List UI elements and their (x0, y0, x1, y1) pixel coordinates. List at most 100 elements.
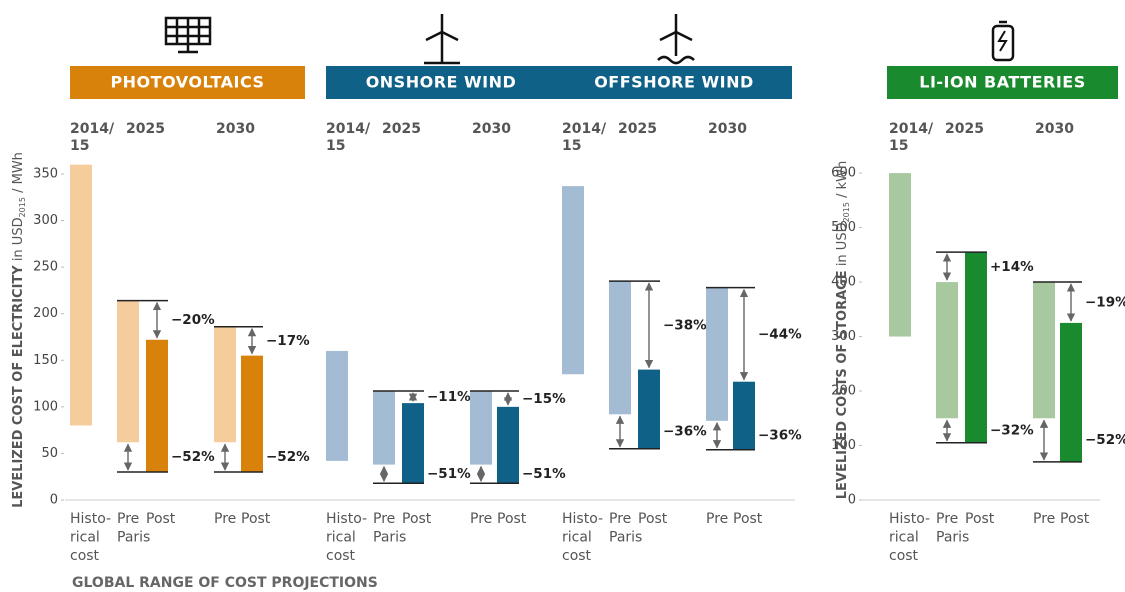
solar-icon (164, 16, 212, 54)
bottom-change-label: −52% (266, 449, 310, 465)
historical-bar (326, 350, 348, 461)
x-label: Post (402, 511, 432, 527)
y-tick-label: 300 (33, 213, 58, 228)
y-axis-label-part: 2015 (18, 197, 27, 217)
x-label: Post (733, 511, 763, 527)
header-band (887, 66, 1118, 99)
post-paris-bar (638, 369, 660, 449)
post-paris-bar (1060, 322, 1082, 462)
period-label: 2014/ (889, 121, 934, 137)
x-label: Pre (609, 511, 631, 527)
top-change-label: −38% (663, 317, 707, 333)
y-tick-label: 300 (831, 329, 856, 344)
bottom-change-label: −36% (758, 427, 802, 443)
top-change-label: +14% (990, 259, 1034, 275)
x-label: rical (326, 530, 356, 546)
y-tick-label: 100 (33, 399, 58, 414)
y-axis-label-part: LEVELIZED COST OF ELECTRICITY (11, 265, 26, 508)
y-axis-label: LEVELIZED COST OF ELECTRICITY in USD2015… (11, 152, 28, 508)
post-paris-bar (402, 403, 424, 484)
period-label: 15 (562, 138, 581, 154)
header-title: PHOTOVOLTAICS (110, 73, 264, 92)
y-tick-label: 600 (831, 166, 856, 181)
top-change-label: −44% (758, 327, 802, 343)
period-label: 2030 (708, 121, 747, 137)
header-title: OFFSHORE WIND (594, 73, 754, 92)
y-tick-label: 0 (50, 493, 58, 508)
y-axis-label-part: in USD (11, 217, 26, 265)
pre-paris-bar (373, 391, 395, 465)
y-tick-label: 100 (831, 438, 856, 453)
x-label: cost (326, 548, 356, 564)
historical-bar (70, 164, 92, 426)
y-axis-label-part: / MWh (11, 152, 26, 197)
x-label: Paris (936, 530, 969, 546)
post-paris-bar (733, 381, 755, 450)
x-label: Pre (117, 511, 139, 527)
bottom-change-label: −32% (990, 423, 1034, 439)
top-change-label: −15% (522, 391, 566, 407)
top-change-label: −20% (171, 312, 215, 328)
post-paris-bar (497, 406, 519, 484)
y-axis-label-part: LEVELIZED COSTS OF STORAGE (835, 270, 850, 499)
pre-paris-bar (1033, 282, 1055, 419)
x-label: Paris (117, 530, 150, 546)
x-label: Post (146, 511, 176, 527)
period-label: 2025 (618, 121, 657, 137)
x-label: cost (70, 548, 100, 564)
period-label: 2025 (945, 121, 984, 137)
y-tick-label: 200 (33, 306, 58, 321)
y-axis-label-part: / kWh (835, 161, 850, 202)
y-tick-label: 400 (831, 275, 856, 290)
bottom-change-label: −36% (663, 424, 707, 440)
historical-bar (889, 173, 911, 337)
x-label: Histo- (889, 511, 930, 527)
pre-paris-bar (214, 326, 236, 443)
period-label: 2030 (472, 121, 511, 137)
top-change-label: −19% (1085, 294, 1125, 310)
battery-icon (991, 20, 1015, 62)
bottom-change-label: −52% (1085, 432, 1125, 448)
header-band (70, 66, 305, 99)
x-label: Post (497, 511, 527, 527)
pre-paris-bar (706, 287, 728, 421)
period-label: 15 (326, 138, 345, 154)
x-label: Pre (373, 511, 395, 527)
x-label: Pre (706, 511, 728, 527)
period-label: 2030 (1035, 121, 1074, 137)
header-band (326, 66, 556, 99)
onshore-turbine-icon (424, 14, 460, 65)
x-label: Histo- (326, 511, 367, 527)
bottom-change-label: −51% (522, 466, 566, 482)
y-tick-label: 0 (848, 493, 856, 508)
x-label: Post (241, 511, 271, 527)
footnote: GLOBAL RANGE OF COST PROJECTIONS (72, 575, 378, 591)
top-change-label: −11% (427, 389, 471, 405)
y-tick-label: 150 (33, 353, 58, 368)
y-axis-label-part: 2015 (842, 202, 851, 222)
x-label: Pre (470, 511, 492, 527)
x-label: Paris (373, 530, 406, 546)
y-tick-label: 200 (831, 384, 856, 399)
period-label: 2030 (216, 121, 255, 137)
x-label: rical (562, 530, 592, 546)
period-label: 2014/ (562, 121, 607, 137)
x-label: rical (70, 530, 100, 546)
period-label: 15 (70, 138, 89, 154)
x-label: Histo- (562, 511, 603, 527)
period-label: 2014/ (326, 121, 371, 137)
x-label: Pre (1033, 511, 1055, 527)
header-title: ONSHORE WIND (366, 73, 517, 92)
post-paris-bar (965, 252, 987, 443)
period-label: 2025 (382, 121, 421, 137)
post-paris-bar (146, 339, 168, 473)
pre-paris-bar (936, 282, 958, 419)
bottom-change-label: −51% (427, 466, 471, 482)
x-label: Post (638, 511, 668, 527)
x-label: rical (889, 530, 919, 546)
period-label: 15 (889, 138, 908, 154)
pre-paris-bar (470, 391, 492, 465)
x-label: Pre (936, 511, 958, 527)
y-tick-label: 250 (33, 260, 58, 275)
header-title: LI-ION BATTERIES (919, 73, 1086, 92)
